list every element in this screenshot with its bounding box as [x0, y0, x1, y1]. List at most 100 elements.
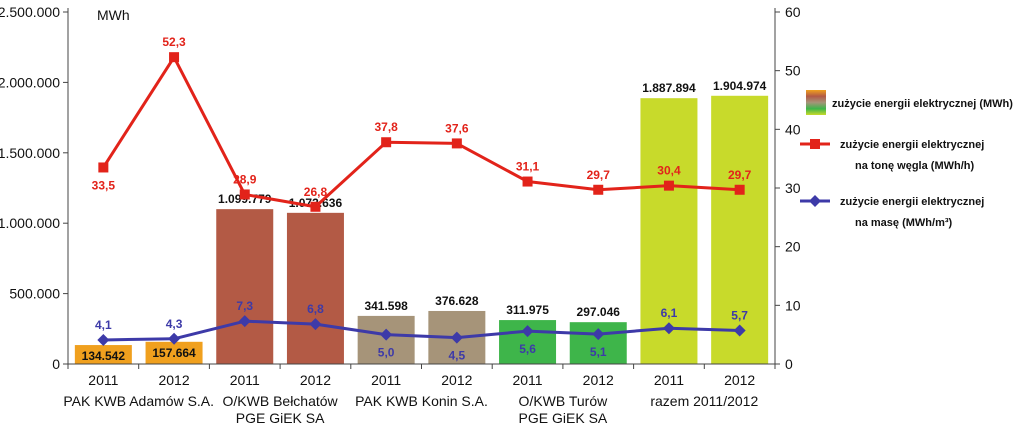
blue-series-value-label: 4,5 — [449, 349, 466, 363]
x-year-label: 2012 — [158, 372, 189, 388]
legend-bar-swatch — [806, 90, 826, 115]
legend-red-label: na tonę węgla (MWh/h) — [855, 160, 974, 172]
legend: zużycie energii elektrycznej (MWh) zużyci… — [800, 90, 1013, 229]
bar-value-label: 157.664 — [152, 346, 196, 360]
red-series-value-label: 37,8 — [374, 120, 398, 134]
x-axis: 2011 2012 2011 2012 2011 2012 2011 2012 2011 2012… — [63, 363, 776, 425]
blue-series-value-label: 4,3 — [166, 317, 183, 331]
blue-series-value-label: 6,8 — [307, 302, 324, 316]
red-series-value-label: 37,6 — [445, 121, 469, 135]
bar-value-label: 1.887.894 — [642, 81, 696, 95]
blue-series-line — [103, 319, 740, 342]
red-series-value-label: 29,7 — [728, 168, 752, 182]
red-series-marker — [381, 137, 392, 148]
red-series-marker — [310, 201, 321, 212]
blue-series-marker — [733, 324, 746, 337]
red-series-value-label: 33,5 — [92, 178, 116, 192]
bar — [145, 341, 203, 364]
blue-series-marker — [309, 318, 322, 331]
x-year-label: 2011 — [654, 372, 684, 388]
x-group-label: O/KWB Turów — [519, 393, 609, 409]
blue-series-marker — [450, 331, 463, 344]
red-series-marker — [522, 176, 533, 187]
red-series-marker — [663, 180, 674, 191]
blue-series-marker — [592, 328, 605, 341]
blue-series-value-label: 4,1 — [95, 318, 112, 332]
x-group-label: razem 2011/2012 — [650, 393, 758, 409]
red-series-value-label: 28,9 — [233, 172, 257, 186]
left-tick-label: 0 — [52, 356, 60, 372]
bar — [74, 345, 132, 364]
blue-series-marker — [238, 315, 251, 328]
left-tick-label: 2.500.000 — [0, 4, 60, 20]
blue-series-marker — [97, 333, 110, 346]
bar-value-label: 376.628 — [435, 294, 479, 308]
bar-value-label: 341.598 — [364, 299, 408, 313]
blue-series-value-label: 5,1 — [590, 345, 607, 359]
bar — [711, 95, 769, 364]
red-series-marker — [593, 184, 604, 195]
legend-bar-label: zużycie energii elektrycznej (MWh) — [832, 98, 1013, 110]
bar-value-label: 1.904.974 — [713, 79, 767, 93]
blue-series-marker — [662, 322, 675, 335]
x-group-label: PAK KWB Konin S.A. — [355, 393, 488, 409]
red-series-value-label: 30,4 — [657, 164, 681, 178]
right-tick-label: 40 — [785, 121, 801, 137]
legend-blue-label: zużycie energii elektrycznej — [840, 196, 984, 208]
red-series-value-label: 26,8 — [304, 185, 328, 199]
blue-series-marker — [380, 328, 393, 341]
red-series-value-label: 52,3 — [162, 35, 186, 49]
right-tick-label: 10 — [785, 297, 801, 313]
x-year-label: 2012 — [441, 372, 472, 388]
legend-blue-label: na masę (MWh/m³) — [855, 217, 953, 229]
bar-value-label: 297.046 — [577, 305, 621, 319]
blue-series-marker — [521, 325, 534, 338]
red-series-marker — [98, 162, 109, 173]
blue-series-value-label: 5,6 — [519, 342, 536, 356]
blue-series-value-label: 5,7 — [731, 309, 748, 323]
red-series-marker — [734, 184, 745, 195]
x-group-label: PGE GiEK SA — [236, 410, 325, 425]
blue-series-value-label: 5,0 — [378, 346, 395, 360]
red-series-value-label: 29,7 — [587, 168, 611, 182]
unit-label: MWh — [97, 7, 130, 23]
x-year-label: 2011 — [230, 372, 260, 388]
x-year-label: 2012 — [724, 372, 755, 388]
x-year-label: 2012 — [583, 372, 614, 388]
x-group-label: PGE GiEK SA — [519, 410, 608, 425]
x-year-label: 2012 — [300, 372, 331, 388]
right-tick-label: 0 — [785, 356, 793, 372]
bar — [640, 98, 698, 365]
red-line-series: 33,5 52,3 28,9 26,8 37,8 37,6 31,1 29,7 30,4 29,7 — [92, 35, 752, 212]
bar-value-label: 134.542 — [82, 349, 126, 363]
blue-series-value-label: 7,3 — [236, 299, 253, 313]
x-group-label: O/KWB Bełchatów — [223, 393, 339, 409]
x-group-label: PAK KWB Adamów S.A. — [63, 393, 214, 409]
blue-line-series: 4,1 4,3 7,3 6,8 5,0 4,5 5,6 5,1 6,1 5,7 — [95, 299, 748, 362]
left-tick-label: 1.000.000 — [0, 215, 60, 231]
bar-value-label: 311.975 — [506, 303, 549, 317]
blue-series-value-label: 6,1 — [661, 306, 678, 320]
bar — [286, 212, 344, 364]
right-tick-label: 20 — [785, 239, 801, 255]
right-axis: 0 10 20 30 40 50 60 — [774, 4, 801, 372]
x-year-label: 2011 — [371, 372, 401, 388]
red-series-marker — [239, 189, 250, 200]
left-axis: 0 500.000 1.000.000 1.500.000 2.000.000 2.500… — [0, 4, 69, 372]
blue-series-marker — [168, 332, 181, 345]
red-series-marker — [451, 138, 462, 149]
left-tick-label: 1.500.000 — [0, 145, 60, 161]
left-tick-label: 2.000.000 — [0, 74, 60, 90]
red-series-value-label: 31,1 — [516, 160, 540, 174]
left-tick-label: 500.000 — [9, 286, 60, 302]
bar — [216, 209, 274, 364]
legend-red-label: zużycie energii elektrycznej — [840, 139, 984, 151]
x-year-label: 2011 — [512, 372, 542, 388]
right-tick-label: 60 — [785, 4, 801, 20]
right-tick-label: 50 — [785, 63, 801, 79]
x-year-label: 2011 — [88, 372, 118, 388]
legend-blue-marker — [809, 195, 821, 207]
red-series-line — [102, 55, 740, 209]
red-series-marker — [169, 52, 180, 63]
